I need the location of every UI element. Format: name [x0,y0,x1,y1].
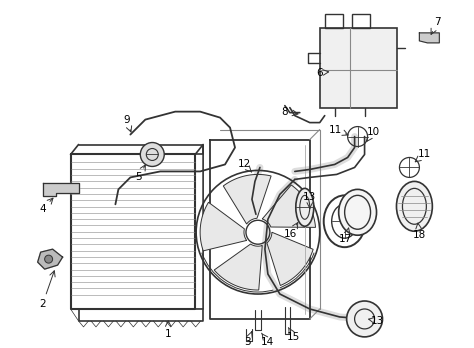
Polygon shape [200,202,246,251]
Circle shape [346,301,383,337]
Bar [320,28,398,108]
Text: 3: 3 [245,337,251,347]
Polygon shape [267,232,313,285]
Text: 10: 10 [367,127,380,136]
Text: 8: 8 [282,106,288,117]
Ellipse shape [296,188,314,226]
Text: 11: 11 [329,125,342,135]
Text: 11: 11 [418,150,431,159]
Text: 16: 16 [284,229,298,239]
Text: 14: 14 [261,337,274,347]
Bar [352,14,370,28]
Circle shape [45,255,53,263]
Text: 4: 4 [39,204,46,214]
Text: 1: 1 [165,329,172,339]
Bar [325,14,343,28]
Text: 13: 13 [371,316,384,326]
Ellipse shape [338,189,376,235]
Text: 17: 17 [339,234,352,244]
Text: 6: 6 [317,68,323,78]
Polygon shape [419,33,439,43]
Polygon shape [43,183,79,196]
Text: 15: 15 [287,332,301,342]
Ellipse shape [396,181,432,231]
Text: 9: 9 [123,114,130,125]
Polygon shape [223,174,271,224]
Text: 5: 5 [135,172,142,182]
Polygon shape [214,244,262,290]
Polygon shape [37,249,63,269]
Text: 18: 18 [413,230,426,240]
Circle shape [140,143,164,166]
Text: 2: 2 [39,299,46,309]
Polygon shape [262,185,316,227]
Text: 13: 13 [303,192,316,202]
Text: 12: 12 [237,159,251,169]
Text: 7: 7 [434,17,441,27]
